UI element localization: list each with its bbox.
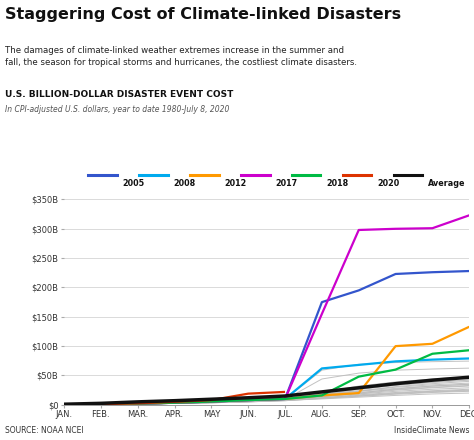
Text: 2020: 2020 [377,179,400,187]
Text: 2012: 2012 [225,179,247,187]
Text: SOURCE: NOAA NCEI: SOURCE: NOAA NCEI [5,426,83,435]
Text: 2018: 2018 [327,179,349,187]
Text: The damages of climate-linked weather extremes increase in the summer and
fall, : The damages of climate-linked weather ex… [5,46,357,67]
Text: 2005: 2005 [123,179,145,187]
Text: 2008: 2008 [173,179,196,187]
Text: U.S. BILLION-DOLLAR DISASTER EVENT COST: U.S. BILLION-DOLLAR DISASTER EVENT COST [5,90,233,99]
Text: 2017: 2017 [275,179,298,187]
Text: Staggering Cost of Climate-linked Disasters: Staggering Cost of Climate-linked Disast… [5,7,401,22]
Text: In CPI-adjusted U.S. dollars, year to date 1980-July 8, 2020: In CPI-adjusted U.S. dollars, year to da… [5,105,229,114]
Text: Average: Average [428,179,466,187]
Text: InsideClimate News: InsideClimate News [394,426,469,435]
